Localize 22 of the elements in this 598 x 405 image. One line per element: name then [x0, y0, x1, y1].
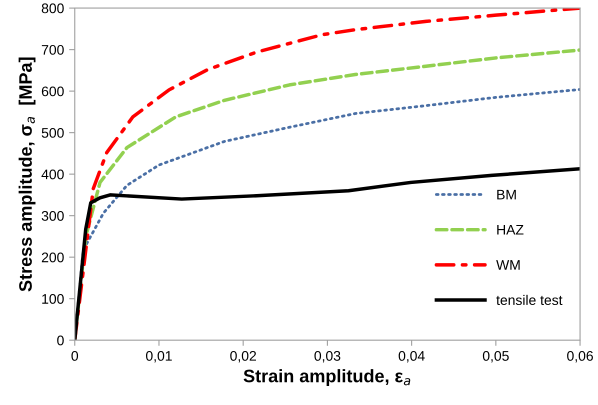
legend-label: HAZ: [497, 225, 524, 235]
y-tick-label: 100: [42, 294, 64, 304]
legend-label: WM: [496, 260, 520, 270]
x-tick-label: 0,05: [482, 350, 509, 362]
x-tick-label: 0: [71, 350, 78, 361]
y-tick-label: 400: [41, 169, 64, 180]
y-tick-label: 700: [42, 44, 64, 55]
y-tick-label: 800: [42, 3, 64, 14]
x-tick-label: 0,06: [567, 350, 593, 362]
y-axis-title: Stress amplitude, σ$_{a}$ [MPa]: [18, 58, 36, 292]
y-tick-label: 500: [42, 128, 64, 138]
x-tick-label: 0,01: [146, 350, 172, 362]
x-tick-label: 0,04: [398, 350, 425, 362]
legend-label: tensile test: [496, 294, 562, 306]
x-tick-label: 0,02: [230, 350, 256, 362]
y-tick-label: 200: [42, 252, 64, 262]
x-axis-title: Strain amplitude, ε$_{a}$: [244, 369, 410, 386]
y-tick-label: 300: [42, 210, 64, 221]
x-tick-label: 0,03: [314, 350, 340, 362]
y-tick-label: 600: [42, 86, 64, 96]
y-tick-label: 0: [57, 336, 64, 346]
legend-label: BM: [497, 190, 516, 200]
